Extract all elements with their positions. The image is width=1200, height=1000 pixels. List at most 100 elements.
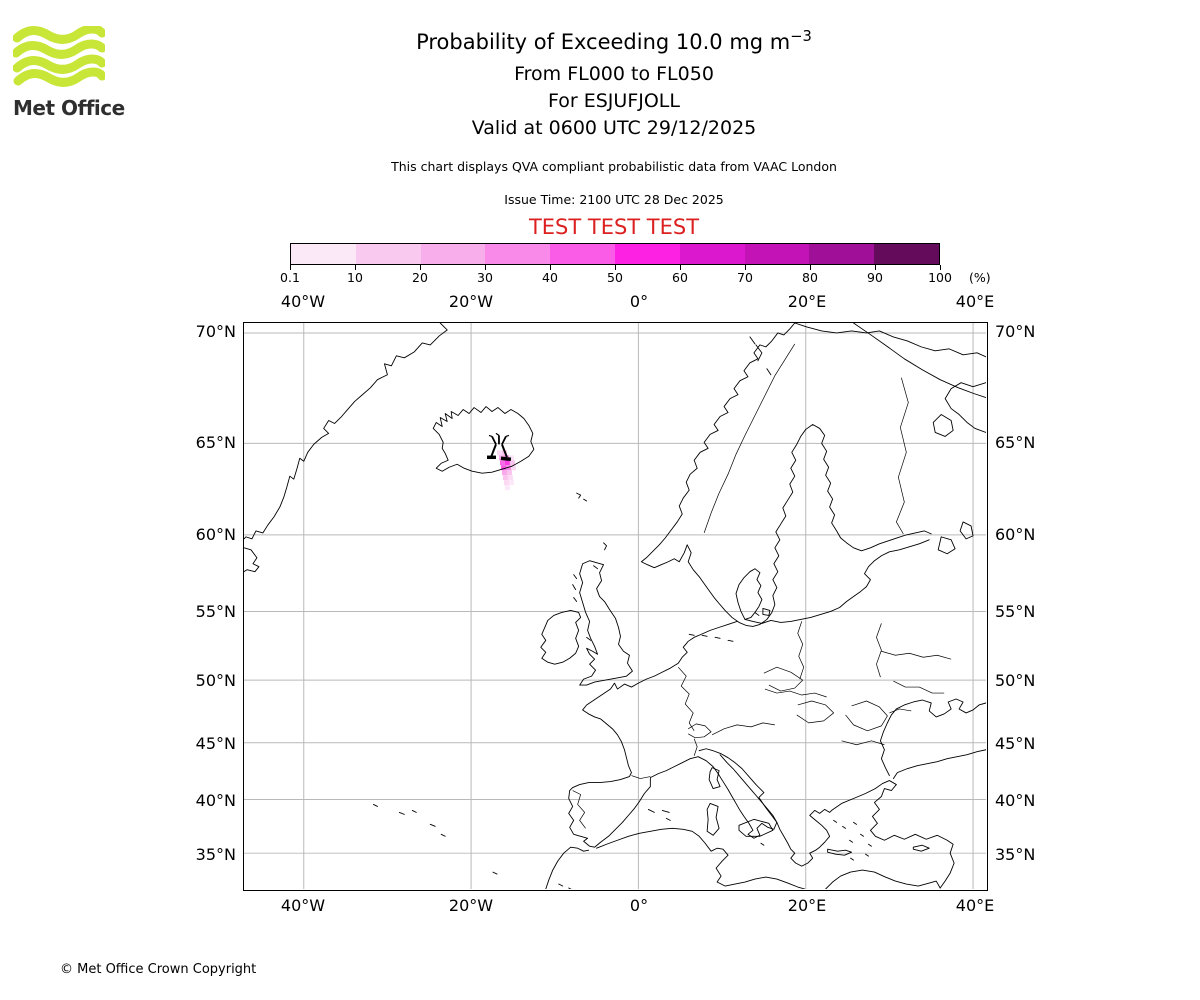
volcano-eruption-icon [487,432,512,462]
lon-label-top: 20°E [787,292,827,311]
coastline-aegean-islands [833,819,872,861]
subtitle-valid-time: Valid at 0600 UTC 29/12/2025 [471,117,757,139]
lat-label-left: 35°N [195,845,236,864]
lat-label-left: 50°N [195,671,236,690]
lon-label-bottom: 20°W [448,896,494,915]
lat-label-right: 60°N [995,525,1036,544]
coastline-italy [697,748,778,839]
lon-label-top: 20°W [448,292,494,311]
colorbar-segment [614,244,680,264]
colorbar-tick-label: 90 [867,270,883,285]
coastline-black-sea [879,698,987,780]
coastline-western-europe-iberia [568,620,738,848]
met-office-wordmark: Met Office [13,96,125,120]
coastline-north-africa [545,827,941,890]
lat-label-left: 70°N [195,322,236,341]
colorbar-tick [354,265,356,270]
lat-label-right: 35°N [995,845,1036,864]
colorbar-segment [550,244,615,264]
subtitle-flight-levels: From FL000 to FL050 [514,63,714,85]
colorbar-tick-label: 50 [607,270,623,285]
border-eastern-europe [881,650,952,694]
coastline-hebrides [572,574,578,602]
coastline-faroes [576,492,588,502]
coastline-balkans-greece-turkey [719,754,955,889]
coastline-sardinia [706,803,720,836]
lat-label-left: 60°N [195,525,236,544]
coastline-lofoten [749,336,772,376]
lon-label-top: 0° [629,292,649,311]
coastline-dutch-islands [688,633,734,642]
colorbar-tick-label: 20 [412,270,428,285]
colorbar-tick [679,265,681,270]
colorbar-tick [809,265,811,270]
colorbar-tick [484,265,486,270]
colorbar-tick [549,265,551,270]
page-title: Probability of Exceeding 10.0 mg m−3 [416,28,812,54]
lat-label-left: 65°N [195,433,236,452]
coastline-great-britain [579,560,633,686]
test-banner: TEST TEST TEST [528,215,700,239]
colorbar-tick [289,265,291,270]
plume-cell [500,465,506,471]
lat-label-right: 65°N [995,433,1036,452]
colorbar-tick-label: 10 [347,270,363,285]
lon-label-top: 40°E [955,292,995,311]
colorbar-segment [744,244,810,264]
colorbar-tick-label: 100 [928,270,952,285]
coastline-iceland [432,406,535,474]
colorbar-segment [355,244,421,264]
lon-label-bottom: 40°E [955,896,995,915]
plume-cell [509,460,515,466]
border-central-europe [711,621,882,736]
colorbar-segment [485,244,551,264]
border-iberia-france [572,775,651,829]
coastline-crete [827,848,852,856]
qva-note: This chart displays QVA compliant probab… [391,159,837,174]
probability-colorbar [290,243,940,265]
coastlines [243,322,987,891]
lat-label-left: 55°N [195,602,236,621]
colorbar-tick-label: 30 [477,270,493,285]
border-finland-russia [896,377,909,535]
coastline-corsica [708,767,721,789]
issue-time: Issue Time: 2100 UTC 28 Dec 2025 [504,192,724,207]
colorbar-tick-label: 0.1 [280,270,300,285]
coastline-denmark [735,568,771,620]
plume-cell [499,460,505,466]
plume-cell [508,455,514,461]
plume-cell [504,485,510,491]
subtitle-volcano: For ESJUFJOLL [548,90,680,112]
coastline-balearics [647,808,671,821]
map-canvas [243,322,987,891]
lat-label-left: 45°N [195,734,236,753]
plume-cell [508,480,514,486]
country-borders [572,343,952,829]
graticule-gridlines [244,323,986,889]
colorbar-tick-label: 70 [737,270,753,285]
coastline-scandinavia [640,322,932,627]
colorbar-segment [420,244,486,264]
lat-label-right: 45°N [995,734,1036,753]
coastline-cyprus [912,844,930,852]
colorbar-segment [874,244,939,264]
coastline-sicily-malta [738,818,774,846]
copyright-notice: © Met Office Crown Copyright [60,962,257,977]
plume-cell [501,470,507,476]
coastline-northeast-diagonal [853,322,987,399]
coastline-kola-white-sea [794,322,987,437]
colorbar-tick [939,265,941,270]
colorbar-tick [419,265,421,270]
map-frame [243,322,988,891]
coastline-baltic-south [744,539,930,624]
colorbar-segment [291,244,356,264]
colorbar-tick [874,265,876,270]
colorbar-segment [809,244,875,264]
plume-cell [510,465,516,471]
colorbar-tick [614,265,616,270]
lat-label-right: 70°N [995,322,1036,341]
colorbar-segment [679,244,745,264]
coastline-greenland [243,322,448,573]
plume-cell [504,460,510,466]
border-southeast-europe [841,700,912,746]
